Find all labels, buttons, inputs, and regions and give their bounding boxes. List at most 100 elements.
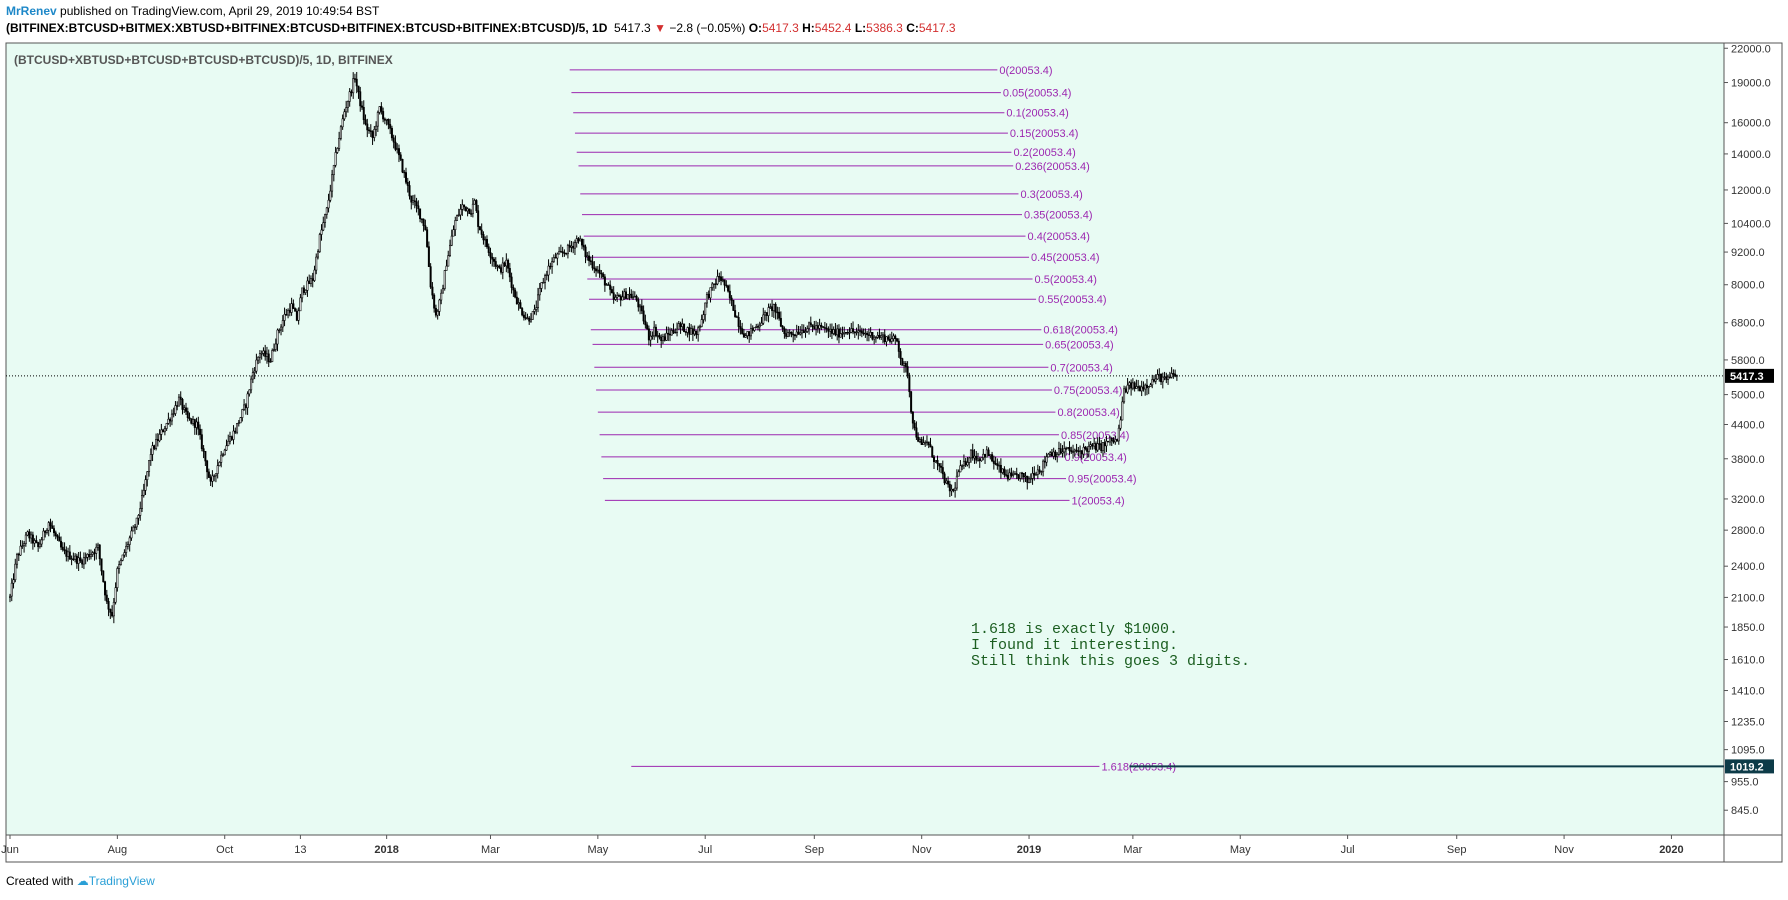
- candle: [1165, 372, 1168, 384]
- candle-body: [1158, 373, 1161, 376]
- candle: [295, 308, 298, 322]
- candle: [422, 218, 425, 232]
- candle-body: [63, 549, 66, 551]
- candle: [258, 350, 261, 364]
- candle-body: [508, 268, 511, 278]
- candle: [31, 531, 34, 550]
- candle-body: [552, 257, 555, 262]
- candle-body: [1063, 448, 1066, 453]
- candle: [836, 324, 839, 341]
- candle: [396, 143, 399, 154]
- candle-body: [1140, 386, 1143, 392]
- candle-body: [232, 430, 235, 440]
- tradingview-link[interactable]: TradingView: [88, 874, 155, 888]
- candle: [357, 85, 360, 99]
- y-tick-label: 5800.0: [1731, 355, 1765, 367]
- candle: [614, 294, 617, 301]
- candle: [829, 323, 832, 338]
- candle: [450, 229, 453, 247]
- candle: [808, 321, 811, 335]
- candle: [607, 282, 610, 286]
- y-tick-label: 1235.0: [1731, 717, 1765, 729]
- candle-body: [88, 554, 91, 558]
- candle-body: [830, 328, 833, 334]
- down-arrow-icon: ▼: [654, 21, 666, 35]
- candle-body: [566, 244, 569, 255]
- candle-body: [308, 280, 311, 284]
- y-tick-label: 19000.0: [1731, 78, 1771, 90]
- candle-body: [253, 370, 256, 373]
- candle-body: [383, 118, 386, 121]
- candle: [668, 327, 671, 342]
- candle: [413, 194, 416, 209]
- candle-body: [531, 311, 534, 320]
- candle: [19, 540, 22, 556]
- candle-body: [1137, 386, 1140, 388]
- candle: [515, 291, 518, 305]
- candle-body: [529, 319, 532, 322]
- candle: [204, 451, 207, 466]
- candle: [1043, 455, 1046, 469]
- x-tick-label: Oct: [216, 844, 233, 856]
- candle-body: [144, 479, 147, 491]
- candle: [610, 286, 613, 294]
- candle-body: [244, 404, 247, 409]
- x-tick-label: 2020: [1659, 844, 1683, 856]
- candle-body: [836, 328, 839, 336]
- candle-body: [639, 305, 642, 308]
- candle: [551, 257, 554, 274]
- candle: [580, 238, 583, 250]
- candle: [88, 549, 91, 561]
- candle: [1089, 441, 1092, 450]
- candle-body: [1168, 376, 1171, 379]
- candle-body: [1008, 472, 1011, 480]
- candle-body: [1028, 478, 1031, 483]
- x-tick-label: May: [587, 844, 608, 856]
- candle-body: [714, 283, 717, 285]
- candle-body: [12, 579, 15, 584]
- candle-body: [1138, 386, 1141, 392]
- candle-body: [811, 324, 814, 327]
- price-axis-background: [1724, 43, 1782, 835]
- candle-body: [1061, 451, 1064, 454]
- candle: [529, 313, 532, 323]
- candle-body: [955, 475, 958, 489]
- candle-body: [679, 323, 682, 327]
- candle: [1145, 378, 1148, 396]
- low-label: L:: [854, 21, 867, 35]
- candle: [274, 338, 277, 352]
- candle: [468, 208, 471, 215]
- y-tick-label: 5000.0: [1731, 390, 1765, 402]
- candle: [1073, 448, 1076, 457]
- candle-body: [1012, 474, 1015, 476]
- candle-body: [765, 312, 768, 316]
- candle-body: [783, 328, 786, 334]
- candle-body: [1045, 456, 1048, 463]
- candle-body: [338, 138, 341, 149]
- candle-body: [125, 546, 128, 553]
- candle: [1045, 452, 1048, 467]
- candle: [368, 127, 371, 134]
- candle-body: [676, 328, 679, 333]
- candle: [1116, 438, 1119, 442]
- candle-body: [316, 251, 319, 258]
- candle-body: [72, 558, 75, 560]
- candle-body: [925, 441, 928, 444]
- candle: [264, 344, 267, 361]
- candle: [9, 593, 12, 603]
- candle: [151, 441, 154, 462]
- candle-body: [969, 449, 972, 459]
- candle-body: [107, 601, 110, 610]
- candle: [1112, 437, 1115, 444]
- candle: [37, 541, 40, 552]
- candle-body: [163, 428, 166, 433]
- author-link[interactable]: MrRenev: [6, 4, 57, 18]
- candle-body: [505, 259, 508, 267]
- candle: [30, 531, 33, 544]
- candle: [756, 323, 759, 331]
- candle: [276, 328, 279, 352]
- candle-body: [632, 296, 635, 299]
- candle-body: [945, 480, 948, 484]
- candle: [336, 147, 339, 154]
